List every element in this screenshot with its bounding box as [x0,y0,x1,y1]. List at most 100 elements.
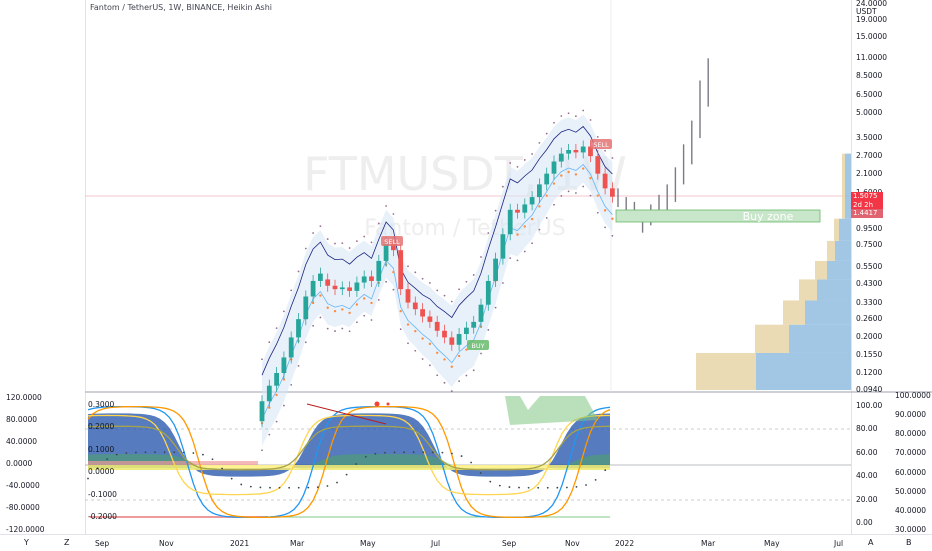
osc-line-orange [87,405,611,519]
profile-bar-tan [834,218,839,241]
osc-cloud-green [88,454,610,470]
dot-lower [304,341,307,344]
dot-upper [443,294,446,297]
dot-orange [545,194,548,197]
dot-lower [538,228,541,231]
sell-signal-2[interactable]: SELL [590,139,612,149]
dot-orange [399,309,402,313]
oscFar-tick-1: 90.0000 [895,410,927,420]
volume-profile [696,153,851,390]
dot-lower [414,349,417,352]
profile-bar-blue [827,260,851,280]
osc-dot [355,463,358,465]
corner-b[interactable]: B [906,538,912,547]
dot-upper [297,270,300,273]
candle [610,182,615,203]
dot-orange [603,209,607,212]
osc-dot [221,467,223,470]
osc-dot [297,486,300,489]
candle [361,270,367,289]
price-tick-9: 2.1000 [856,168,883,178]
osc-dot [451,452,453,455]
osc-dot [546,486,549,489]
candle [580,140,586,159]
candle [529,191,535,211]
osc-dot [173,451,176,454]
sell-signal-1[interactable]: SELL [381,236,403,246]
profile-bar-tan [755,324,789,353]
profile-bar-blue [789,324,851,353]
osc-dot [565,486,568,489]
sell-signal-2-text: SELL [593,141,609,149]
price-tick-8: 2.7000 [856,151,883,161]
dot-orange [406,323,410,326]
profile-bar-tan [827,240,835,261]
candle [551,155,557,180]
osc-dot [441,451,444,454]
dot-lower [268,433,271,436]
dot-lower [487,329,490,331]
dot-upper [348,247,351,249]
price-tick-2: 15.0000 [856,31,888,41]
dot-lower [283,404,285,407]
buy-signal-1[interactable]: BUY [467,340,489,350]
corner-a[interactable]: A [868,538,874,547]
candle [522,198,528,219]
candle [485,274,491,311]
dot-lower [407,342,409,345]
price-axis-panel[interactable] [851,0,932,534]
corner-z[interactable]: Z [64,538,70,547]
dot-lower [297,364,300,367]
osc-dot [326,485,329,487]
profile-bar-blue [805,300,851,325]
profile-bar-blue [756,352,851,390]
dot-lower [545,217,548,219]
oscInner-tick-1: 0.2000 [88,422,115,432]
osc-dot [307,486,310,489]
profile-bar-blue [835,240,851,261]
osc-dot [134,451,137,454]
corner-y[interactable]: Y [24,538,29,547]
candle [464,321,469,341]
oscillator-pane[interactable] [85,396,851,519]
dot-lower [312,324,314,327]
price-tick-15: 0.3300 [856,297,883,307]
dot-upper [553,121,555,124]
price-tick-16: 0.2600 [856,314,883,324]
dot-upper [604,149,606,152]
candle [478,298,484,328]
last-price-value: 1.5075 [853,192,878,200]
candle [332,279,338,296]
profile-bar-tan [815,260,827,280]
dot-lower [494,306,497,309]
price-tick-18: 0.1550 [856,350,883,360]
candle [259,395,265,428]
candles-layer [259,140,615,428]
candle [515,203,520,219]
dot-lower [560,195,563,197]
dot-orange [392,270,395,274]
osc-band-red [88,461,258,465]
dot-orange [319,294,322,297]
oscInner-tick-0: 0.3000 [88,400,115,409]
dot-lower [377,299,380,301]
osc-band-yellow [88,465,610,470]
dot-upper [523,159,526,161]
chart-canvas[interactable]: FTMUSDT, 1W Fantom / TetherUS Buy zone P… [0,0,932,534]
buy-zone-box[interactable] [615,209,821,223]
dot-orange [523,225,526,228]
time-tick-0: Sep [95,539,110,548]
time-tick-7: Nov [565,539,580,548]
osc-dot [393,451,396,454]
oscInner-tick-2: 0.1000 [88,444,115,454]
oscLeft-tick-0: 120.0000 [6,393,42,402]
price-tick-14: 0.4300 [856,279,883,289]
osc-dot [106,458,109,461]
oscLeft-tick-3: 0.0000 [6,459,33,468]
dot-orange [530,217,534,221]
dot-orange [275,393,278,397]
dot-lower [458,380,460,383]
time-axis-bar[interactable] [0,534,932,551]
dot-lower [450,390,453,392]
dot-upper [575,115,577,118]
